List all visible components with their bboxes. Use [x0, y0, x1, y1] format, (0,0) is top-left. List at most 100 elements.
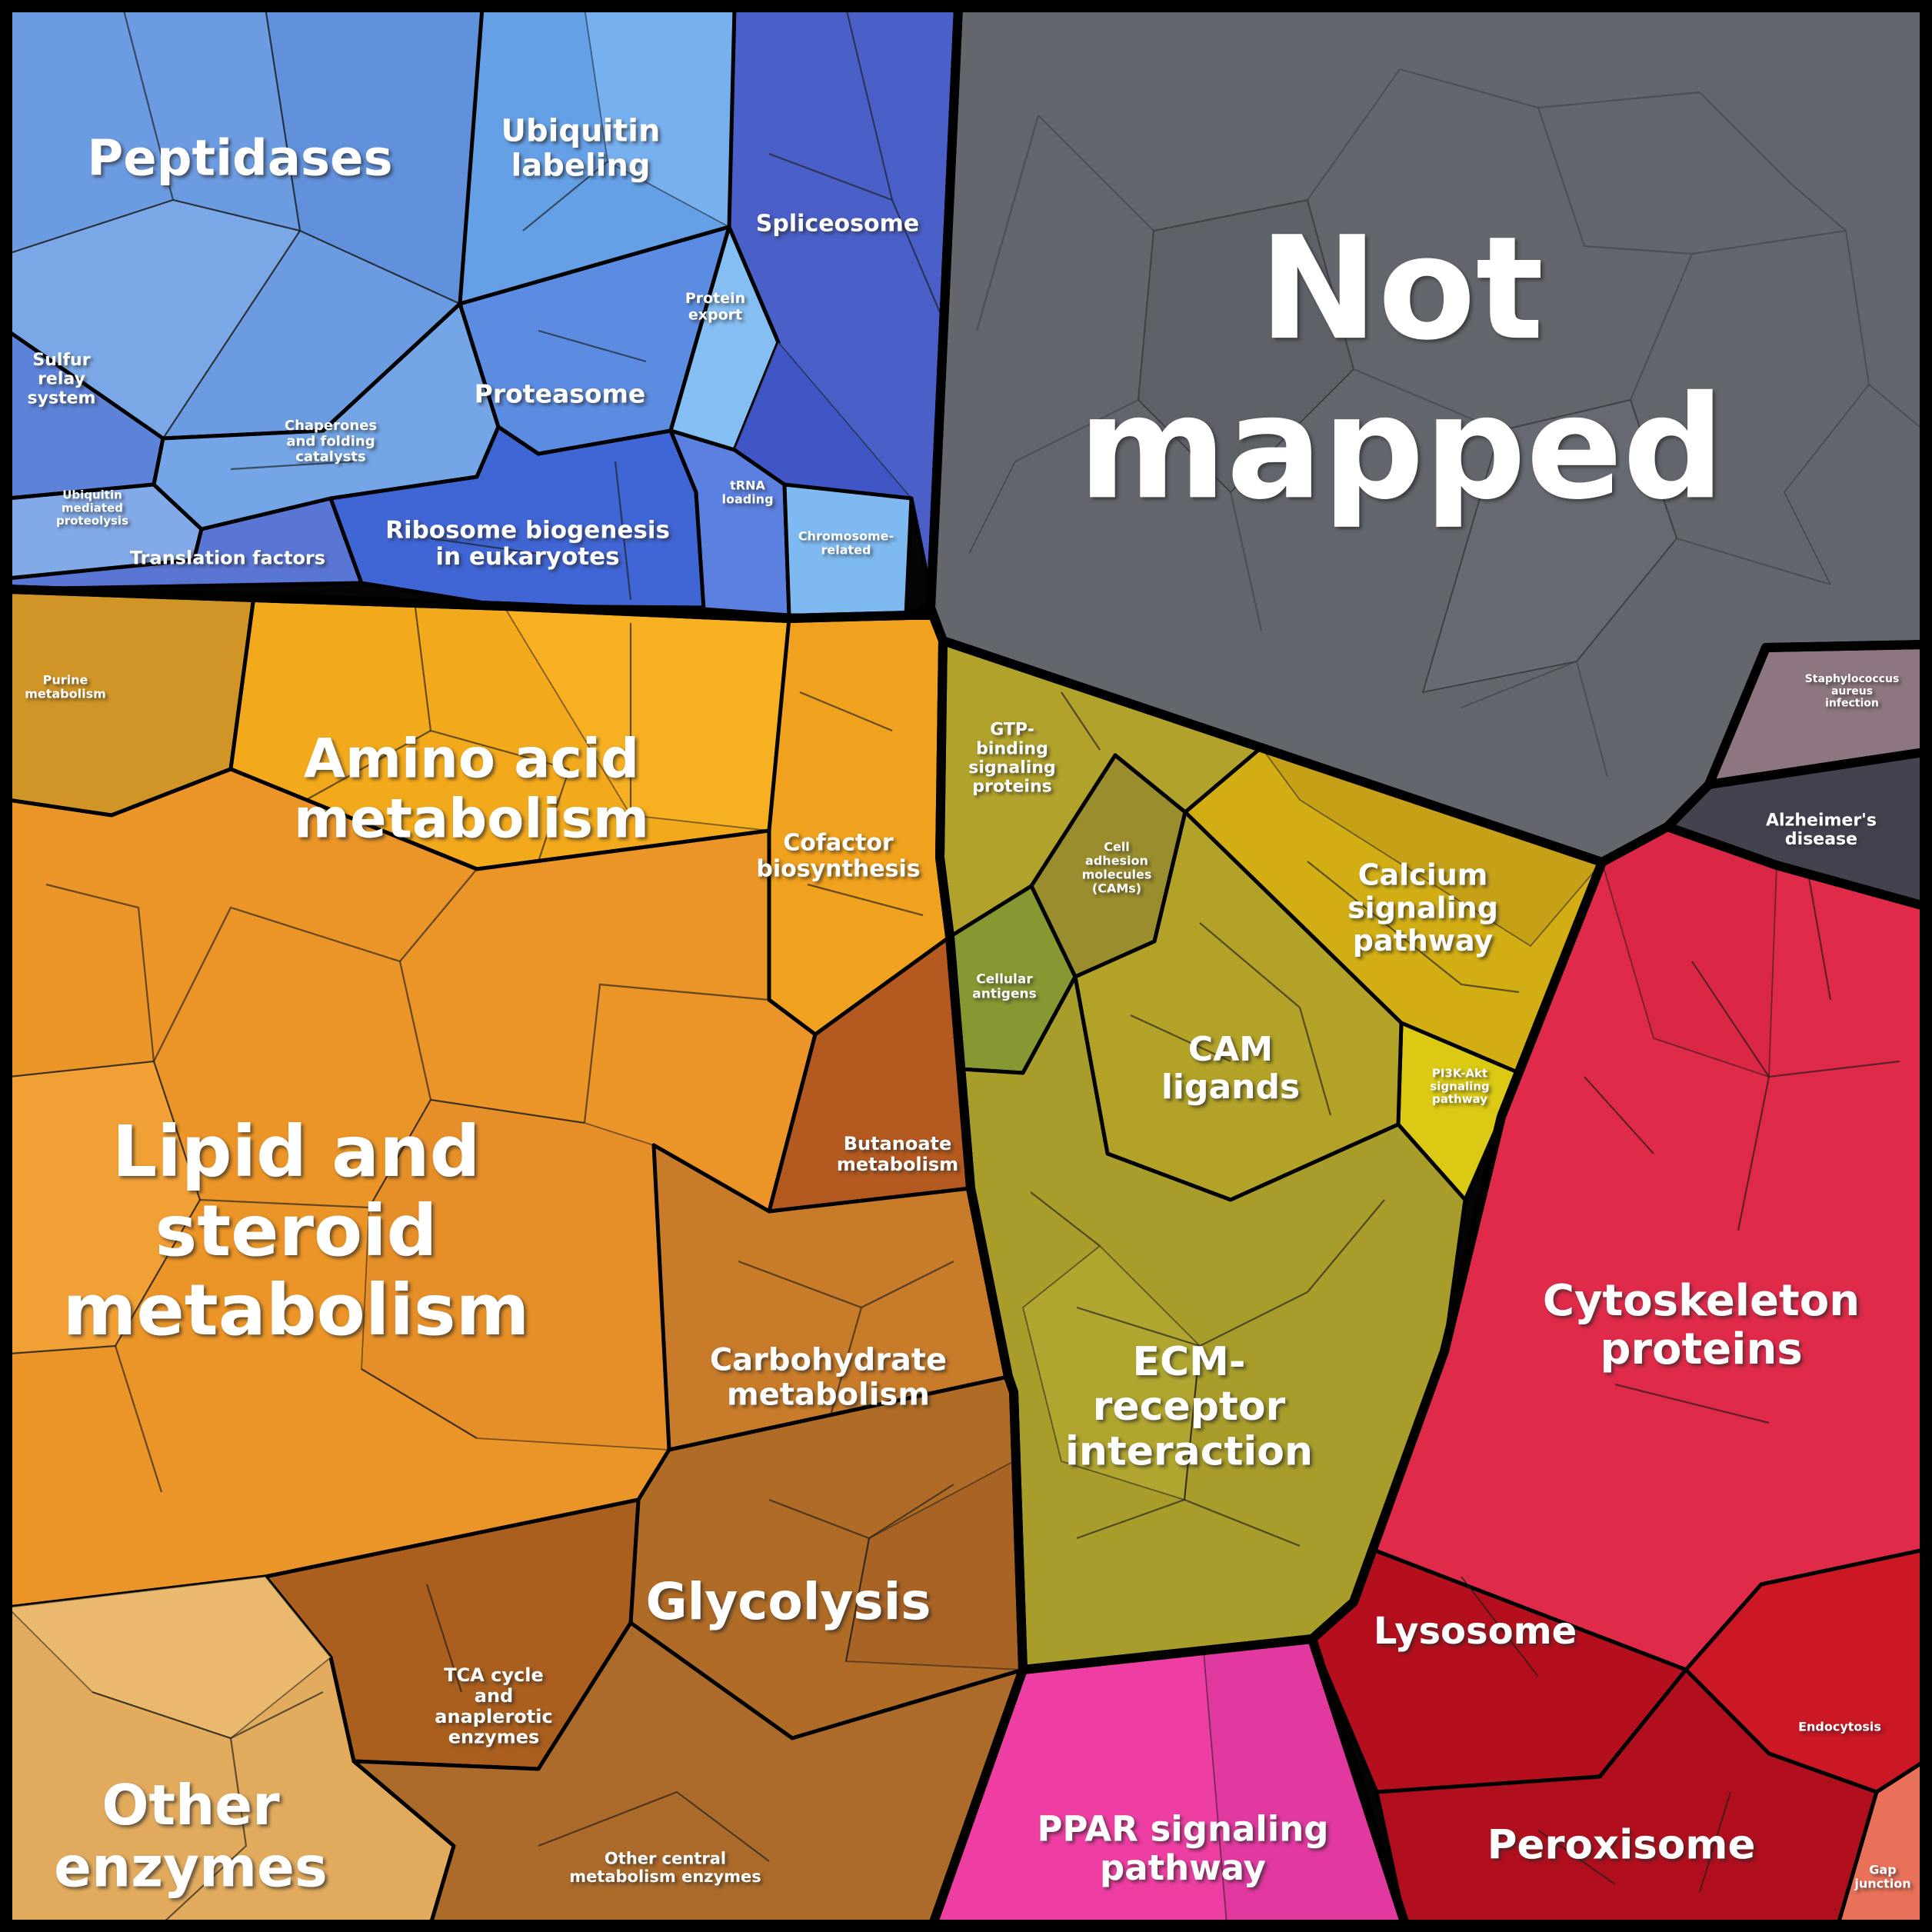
cam-ligands-vein-0	[1199, 922, 1301, 1008]
gtp-binding-proteins-label: GTP-binding signaling proteins	[968, 721, 1055, 797]
purine-metabolism-label: Purine metabolism	[25, 673, 106, 701]
amino-acid-metabolism-vein-3	[537, 768, 571, 862]
lipid-steroid-metabolism-vein-7	[583, 983, 770, 1124]
gtp-binding-proteins-vein-0	[1061, 691, 1101, 751]
not-mapped-label: Not mapped	[1078, 205, 1724, 531]
ubiquitin-labeling-label: Ubiquitin labeling	[501, 114, 661, 184]
other-central-metabolism-label: Other central metabolism enzymes	[569, 1850, 761, 1887]
sulfur-relay-system-label: Sulfur relay system	[28, 351, 96, 408]
lysosome-vein-0	[1461, 1576, 1539, 1677]
spliceosome	[727, 5, 961, 602]
ecm-receptor-interaction	[958, 974, 1467, 1672]
spliceosome-vein-1	[891, 199, 946, 324]
lipid-steroid-metabolism-vein-8	[114, 1345, 163, 1493]
not-mapped-vein-14	[975, 115, 1040, 331]
ubiquitin-mediated-proteolysis-label: Ubiquitin mediated proteolysis	[56, 488, 128, 528]
translation-factors-label: Translation factors	[130, 547, 325, 568]
lysosome-label: Lysosome	[1374, 1610, 1577, 1653]
cam-ligands-label: CAM ligands	[1161, 1030, 1300, 1107]
proteasome-cell[interactable]	[458, 225, 731, 456]
chaperones-folding-catalysts-label: Chaperones and folding catalysts	[285, 418, 377, 465]
ppar-signaling-label: PPAR signaling pathway	[1038, 1809, 1329, 1888]
peroxisome-label: Peroxisome	[1487, 1822, 1756, 1869]
chromosome-related-label: Chromosome-related	[798, 529, 894, 558]
not-mapped-vein-10	[1537, 107, 1693, 255]
staph-infection-label: Staphylococcus aureus infection	[1805, 673, 1900, 709]
endocytosis-label: Endocytosis	[1798, 1720, 1881, 1734]
lipid-steroid-metabolism-vein-3	[199, 1198, 370, 1209]
lipid-steroid-metabolism-vein-5	[399, 868, 478, 962]
ecm-receptor-interaction-vein-2	[1184, 1498, 1301, 1547]
ecm-receptor-interaction-vein-4	[1307, 1199, 1385, 1293]
glycolysis-vein-1	[844, 1537, 871, 1662]
chaperones-folding-catalysts-vein-0	[230, 460, 355, 471]
cell-adhesion-molecules-label: Cell adhesion molecules (CAMs)	[1082, 840, 1152, 896]
not-mapped-vein-4	[1229, 491, 1263, 631]
trna-loading-label: tRNA loading	[721, 478, 773, 507]
peptidases-vein-3	[7, 198, 174, 255]
peptidases-label: Peptidases	[87, 130, 392, 187]
carbohydrate-metabolism	[651, 1143, 1011, 1452]
proteasome-vein-0	[538, 329, 647, 363]
proteasome	[458, 225, 731, 456]
pi3k-akt-signaling-label: PI3K-Akt signaling pathway	[1430, 1066, 1489, 1106]
calcium-signaling-label: Calcium signaling pathway	[1347, 858, 1498, 958]
ribosome-biogenesis-vein-0	[430, 537, 539, 555]
lipid-steroid-metabolism	[5, 767, 818, 1610]
cam-ligands-vein-2	[1130, 1014, 1231, 1062]
not-mapped-vein-13	[1783, 384, 1870, 585]
ecm-receptor-interaction-label: ECM-receptor interaction	[1065, 1339, 1313, 1474]
not-mapped-vein-8	[1575, 661, 1609, 778]
proteasome-label: Proteasome	[475, 379, 646, 409]
not-mapped-vein-16	[1699, 92, 1847, 232]
cellular-antigens-label: Cellular antigens	[972, 971, 1036, 1001]
ecm-receptor-interaction-vein-3	[1030, 1191, 1101, 1247]
cytoskeleton-proteins-label: Cytoskeleton proteins	[1543, 1276, 1860, 1374]
other-enzymes	[5, 1574, 456, 1927]
other-enzymes-vein-1	[161, 1737, 248, 1925]
calcium-signaling-vein-0	[1307, 861, 1520, 994]
spliceosome-vein-2	[844, 7, 894, 201]
butanoate-metabolism-label: Butanoate metabolism	[837, 1133, 958, 1175]
lipid-steroid-metabolism-vein-9	[361, 1368, 478, 1439]
spliceosome-label: Spliceosome	[756, 211, 919, 238]
cofactor-biosynthesis-vein-0	[799, 691, 893, 732]
amino-acid-metabolism-vein-1	[291, 730, 431, 808]
amino-acid-metabolism-label: Amino acid metabolism	[294, 727, 649, 850]
cytoskeleton-proteins-vein-1	[1737, 1076, 1770, 1231]
lipid-steroid-metabolism-subcell-1[interactable]	[361, 1099, 670, 1451]
other-central-metabolism-vein-0	[538, 1790, 770, 1862]
spliceosome-vein-0	[768, 152, 893, 202]
ribosome-biogenesis-vein-1	[614, 461, 632, 601]
peptidases	[5, 5, 485, 441]
lipid-steroid-metabolism-label: Lipid and steroid metabolism	[62, 1111, 529, 1351]
gap-junction-label: Gap junction	[1854, 1863, 1910, 1891]
ecm-receptor-interaction-subcell-0[interactable]	[1021, 1244, 1201, 1501]
lipid-steroid-metabolism-vein-6	[430, 1098, 585, 1124]
glycolysis-label: Glycolysis	[645, 1572, 931, 1631]
carbohydrate-metabolism-label: Carbohydrate metabolism	[710, 1343, 947, 1413]
tca-cycle-label: TCA cycle and anaplerotic enzymes	[435, 1664, 552, 1748]
other-enzymes-label: Other enzymes	[54, 1773, 328, 1900]
not-mapped-vein-11	[1691, 229, 1847, 255]
cytoskeleton-proteins-vein-2	[1614, 1383, 1770, 1424]
not-mapped-vein-0	[1014, 115, 1155, 462]
not-mapped-vein-15	[968, 461, 1016, 555]
cytoskeleton-proteins-vein-4	[1584, 1076, 1654, 1154]
cofactor-biosynthesis-label: Cofactor biosynthesis	[756, 830, 920, 883]
peroxisome-vein-1	[1698, 1791, 1732, 1893]
alzheimers-disease-label: Alzheimer's disease	[1766, 811, 1877, 849]
peptidases-vein-1	[162, 230, 301, 439]
ribosome-biogenesis-label: Ribosome biogenesis in eukaryotes	[385, 516, 670, 571]
cam-ligands-vein-1	[1298, 1007, 1332, 1116]
carbohydrate-metabolism-vein-1	[829, 1307, 863, 1416]
other-enzymes-subcell-0[interactable]	[6, 1576, 332, 1740]
peroxisome-vein-0	[1537, 1830, 1616, 1885]
cytoskeleton-proteins-vein-3	[1806, 868, 1832, 1001]
cofactor-biosynthesis-vein-1	[807, 883, 924, 917]
lipid-steroid-metabolism-vein-0	[45, 883, 155, 1062]
ubiquitin-labeling-vein-0	[522, 161, 608, 232]
